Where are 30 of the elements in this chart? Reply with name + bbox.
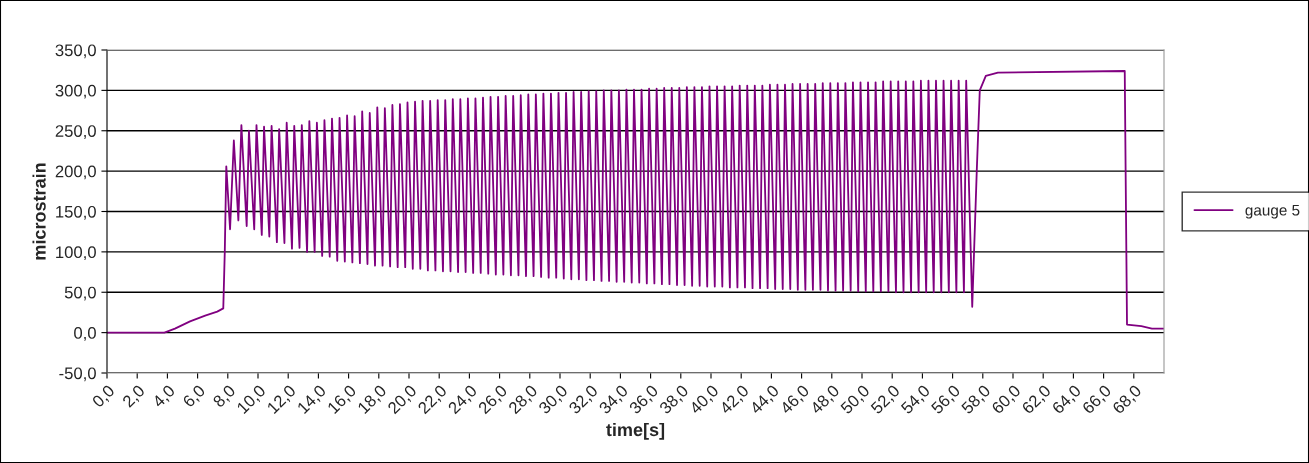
y-tick-label: 250,0 bbox=[55, 125, 96, 139]
x-tick-label: 26,0 bbox=[477, 384, 510, 416]
legend-label: gauge 5 bbox=[1245, 204, 1300, 219]
y-tick-label: 100,0 bbox=[56, 246, 96, 261]
x-tick-label: 68,0 bbox=[1111, 384, 1144, 416]
y-tick-label: 0,0 bbox=[74, 327, 96, 341]
x-tick-label: 6,0 bbox=[182, 384, 208, 410]
x-tick-label: 60,0 bbox=[990, 384, 1023, 416]
x-tick-label: 36,0 bbox=[628, 384, 661, 416]
x-tick-label: 40,0 bbox=[688, 384, 721, 417]
x-tick-label: 46,0 bbox=[779, 384, 812, 417]
x-tick-label: 16,0 bbox=[326, 384, 359, 416]
y-tick-label: -50,0 bbox=[59, 367, 96, 382]
x-tick-label: 62,0 bbox=[1021, 384, 1053, 416]
y-tick-label: 350,0 bbox=[55, 44, 96, 59]
x-tick-label: 0,0 bbox=[91, 384, 117, 410]
y-tick-label: 50,0 bbox=[64, 286, 96, 301]
y-tick-label: 200,0 bbox=[55, 165, 96, 180]
x-tick-label: 38,0 bbox=[658, 384, 691, 416]
y-tick-label: 300,0 bbox=[55, 84, 96, 99]
x-tick-label: 8,0 bbox=[212, 384, 238, 410]
x-tick-label: 66,0 bbox=[1081, 384, 1114, 416]
x-tick-label: 2,0 bbox=[121, 384, 147, 410]
x-tick-label: 4,0 bbox=[151, 384, 177, 410]
x-tick-label: 42,0 bbox=[718, 384, 751, 417]
x-tick-label: 44,0 bbox=[749, 384, 781, 417]
x-axis-title: time[s] bbox=[606, 422, 665, 440]
x-tick-label: 64,0 bbox=[1051, 384, 1083, 416]
y-tick-label: 150,0 bbox=[56, 205, 96, 220]
y-axis-title: microstrain bbox=[32, 163, 46, 260]
